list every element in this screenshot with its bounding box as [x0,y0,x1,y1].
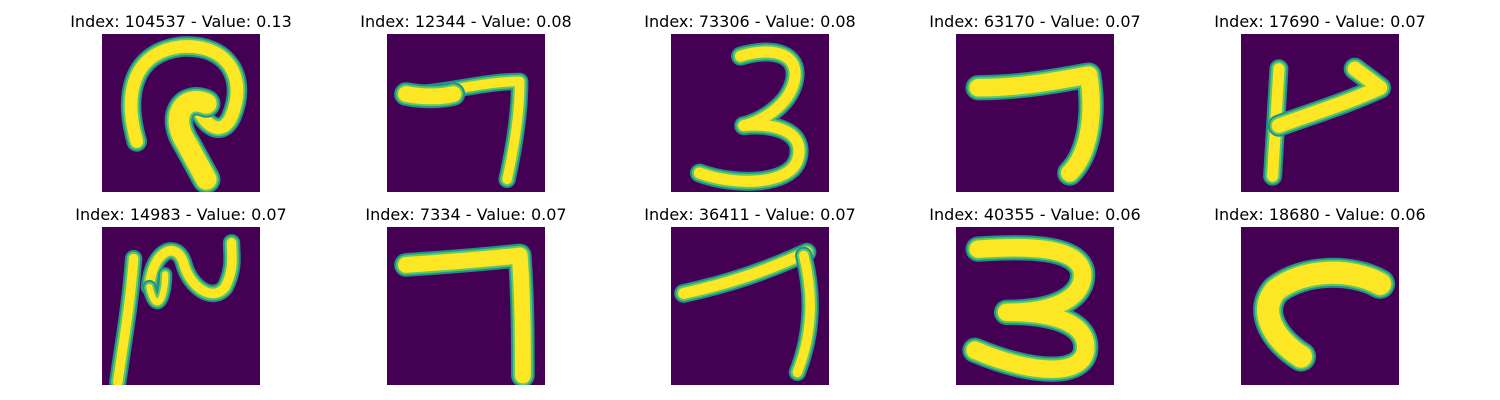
glyph-stroke [146,271,169,306]
digit-image [387,34,545,192]
panel-title: Index: 73306 - Value: 0.08 [644,12,856,31]
glyph-stroke [113,253,139,385]
digit-glyph-q-shape [120,36,248,192]
glyph-stroke [396,245,533,385]
panel-title: Index: 63170 - Value: 0.07 [929,12,1141,31]
digit-glyph-three [689,42,809,191]
glyph-stroke [1271,61,1388,133]
glyph-stroke [1257,261,1392,368]
digit-glyph-three-bold [962,235,1099,382]
digit-glyph-scribble [109,234,241,385]
panel-title: Index: 12344 - Value: 0.08 [360,12,572,31]
panel-title: Index: 14983 - Value: 0.07 [75,205,287,224]
digit-image [671,34,829,192]
panel-title: Index: 7334 - Value: 0.07 [365,205,567,224]
glyph-stroke [398,247,531,384]
glyph-stroke [969,66,1100,182]
glyph-stroke [792,250,815,378]
glyph-stroke [693,46,805,187]
digit-glyph-seven-bold [965,62,1104,186]
digit-glyph-hook [1253,257,1396,372]
panel-title: Index: 18680 - Value: 0.06 [1214,205,1426,224]
digit-image [102,34,260,192]
glyph-stroke [398,86,462,105]
digit-glyph-four-open [1263,57,1392,186]
digit-image [387,227,545,385]
glyph-stroke [124,40,244,148]
panel-title: Index: 104537 - Value: 0.13 [70,12,292,31]
digit-image [956,34,1114,192]
digit-image [1241,34,1399,192]
panel-title: Index: 17690 - Value: 0.07 [1214,12,1426,31]
digit-image [956,227,1114,385]
glyph-stroke [691,44,807,189]
digit-image [671,227,829,385]
digit-glyph-seven-box [394,243,535,385]
digit-image [102,227,260,385]
glyph-stroke [144,238,237,298]
glyph-stroke [966,238,1095,378]
digit-image [1241,227,1399,385]
panel-title: Index: 36411 - Value: 0.07 [644,205,856,224]
panel-title: Index: 40355 - Value: 0.06 [929,205,1141,224]
glyph-stroke [168,91,217,190]
glyph-stroke [678,246,813,299]
digit-glyph-seven-slant [674,242,819,382]
digit-glyph-seven-thin [394,72,529,189]
